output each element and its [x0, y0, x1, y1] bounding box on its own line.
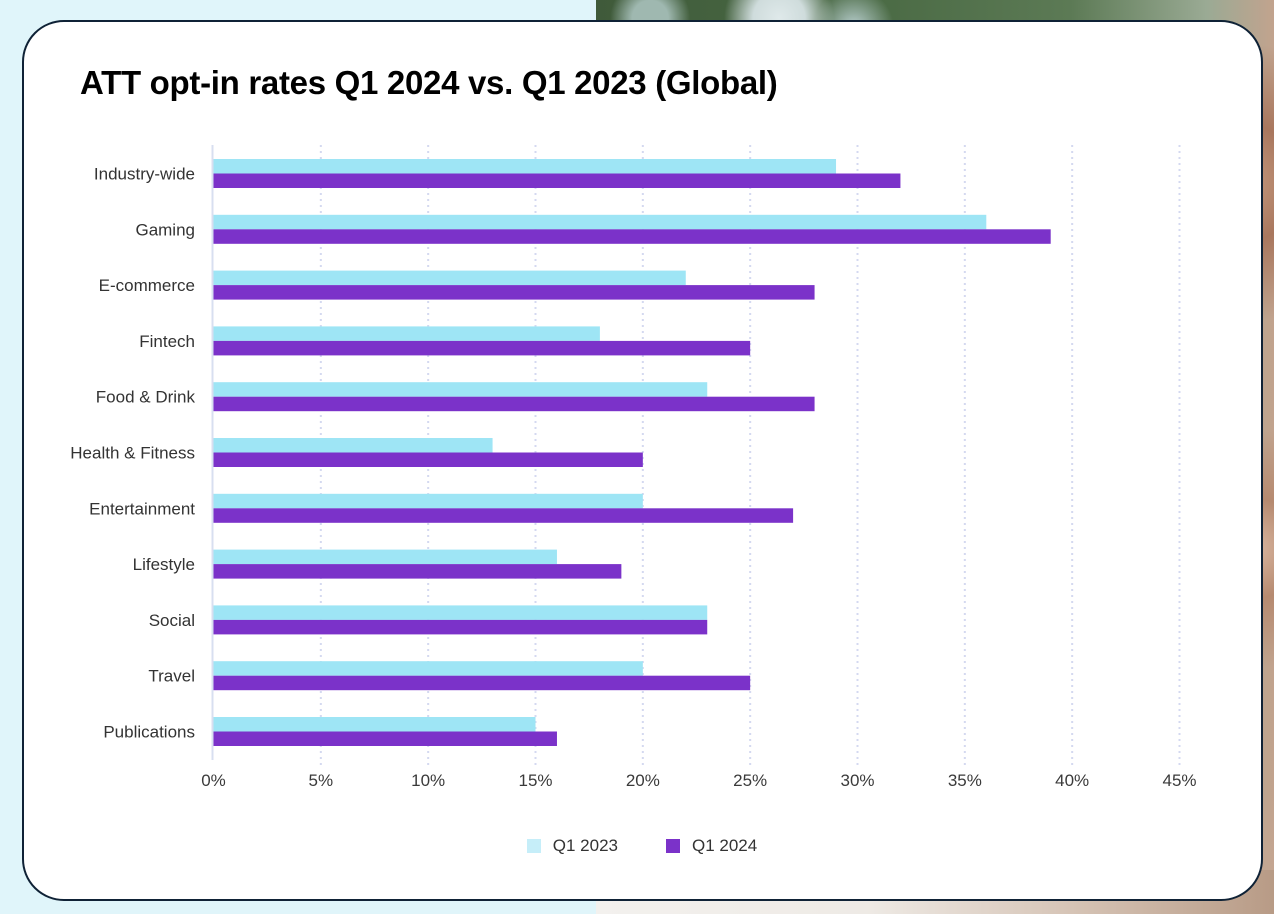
category-label: Lifestyle [133, 555, 195, 574]
category-label: Travel [148, 667, 195, 686]
bar-q1-2023 [213, 270, 686, 286]
bar-q1-2024 [213, 340, 751, 356]
category-label: Fintech [139, 332, 195, 351]
bar-q1-2024 [213, 731, 557, 746]
legend: Q1 2023 Q1 2024 [0, 836, 1274, 856]
category-labels: Industry-wide Gaming E-commerce Fintech Food… [70, 165, 195, 742]
category-label: Health & Fitness [70, 444, 195, 463]
x-tick-label: 35% [948, 771, 982, 790]
bar-q1-2023 [213, 438, 493, 453]
bar-q1-2023 [213, 549, 557, 565]
legend-label-q1-2024: Q1 2024 [692, 836, 758, 855]
x-tick-label: 5% [309, 771, 334, 790]
bar-q1-2024 [213, 508, 794, 523]
x-tick-label: 10% [411, 771, 445, 790]
x-tick-label: 15% [518, 771, 552, 790]
legend-item-q1-2023[interactable]: Q1 2023 [526, 836, 618, 856]
bar-q1-2023 [213, 605, 708, 620]
x-tick-label: 45% [1162, 771, 1196, 790]
x-tick-labels: 0% 5% 10% 15% 20% 25% 30% 35% 40% 45% [201, 771, 1196, 790]
bar-q1-2024 [213, 619, 708, 635]
bar-q1-2024 [213, 229, 1051, 244]
x-tick-label: 0% [201, 771, 226, 790]
bar-q1-2023 [213, 326, 600, 341]
bar-q1-2023 [213, 661, 643, 676]
bar-q1-2024 [213, 396, 815, 412]
bar-q1-2024 [213, 285, 815, 300]
category-label: Food & Drink [96, 388, 196, 407]
bar-q1-2023 [213, 214, 987, 230]
category-label: E-commerce [99, 276, 195, 295]
category-label: Entertainment [89, 499, 195, 518]
category-label: Social [149, 611, 195, 630]
bar-q1-2023 [213, 717, 536, 732]
x-tick-label: 25% [733, 771, 767, 790]
legend-item-q1-2024[interactable]: Q1 2024 [666, 836, 757, 856]
bars [213, 159, 1051, 746]
x-tick-label: 20% [626, 771, 660, 790]
x-tick-label: 40% [1055, 771, 1089, 790]
x-tick-label: 30% [840, 771, 874, 790]
legend-swatch-q1-2023 [526, 839, 541, 853]
category-label: Publications [103, 723, 195, 742]
bar-q1-2024 [213, 675, 751, 691]
bar-q1-2023 [213, 159, 837, 174]
bar-q1-2024 [213, 564, 622, 579]
bar-q1-2023 [213, 493, 643, 509]
bar-q1-2023 [213, 382, 708, 397]
chart-title: ATT opt-in rates Q1 2024 vs. Q1 2023 (Gl… [80, 64, 778, 101]
category-label: Gaming [135, 220, 195, 239]
legend-swatch-q1-2024 [666, 839, 680, 853]
legend-label-q1-2023: Q1 2023 [552, 836, 618, 855]
bar-q1-2024 [213, 173, 901, 188]
bar-q1-2024 [213, 452, 643, 467]
category-label: Industry-wide [94, 165, 195, 184]
